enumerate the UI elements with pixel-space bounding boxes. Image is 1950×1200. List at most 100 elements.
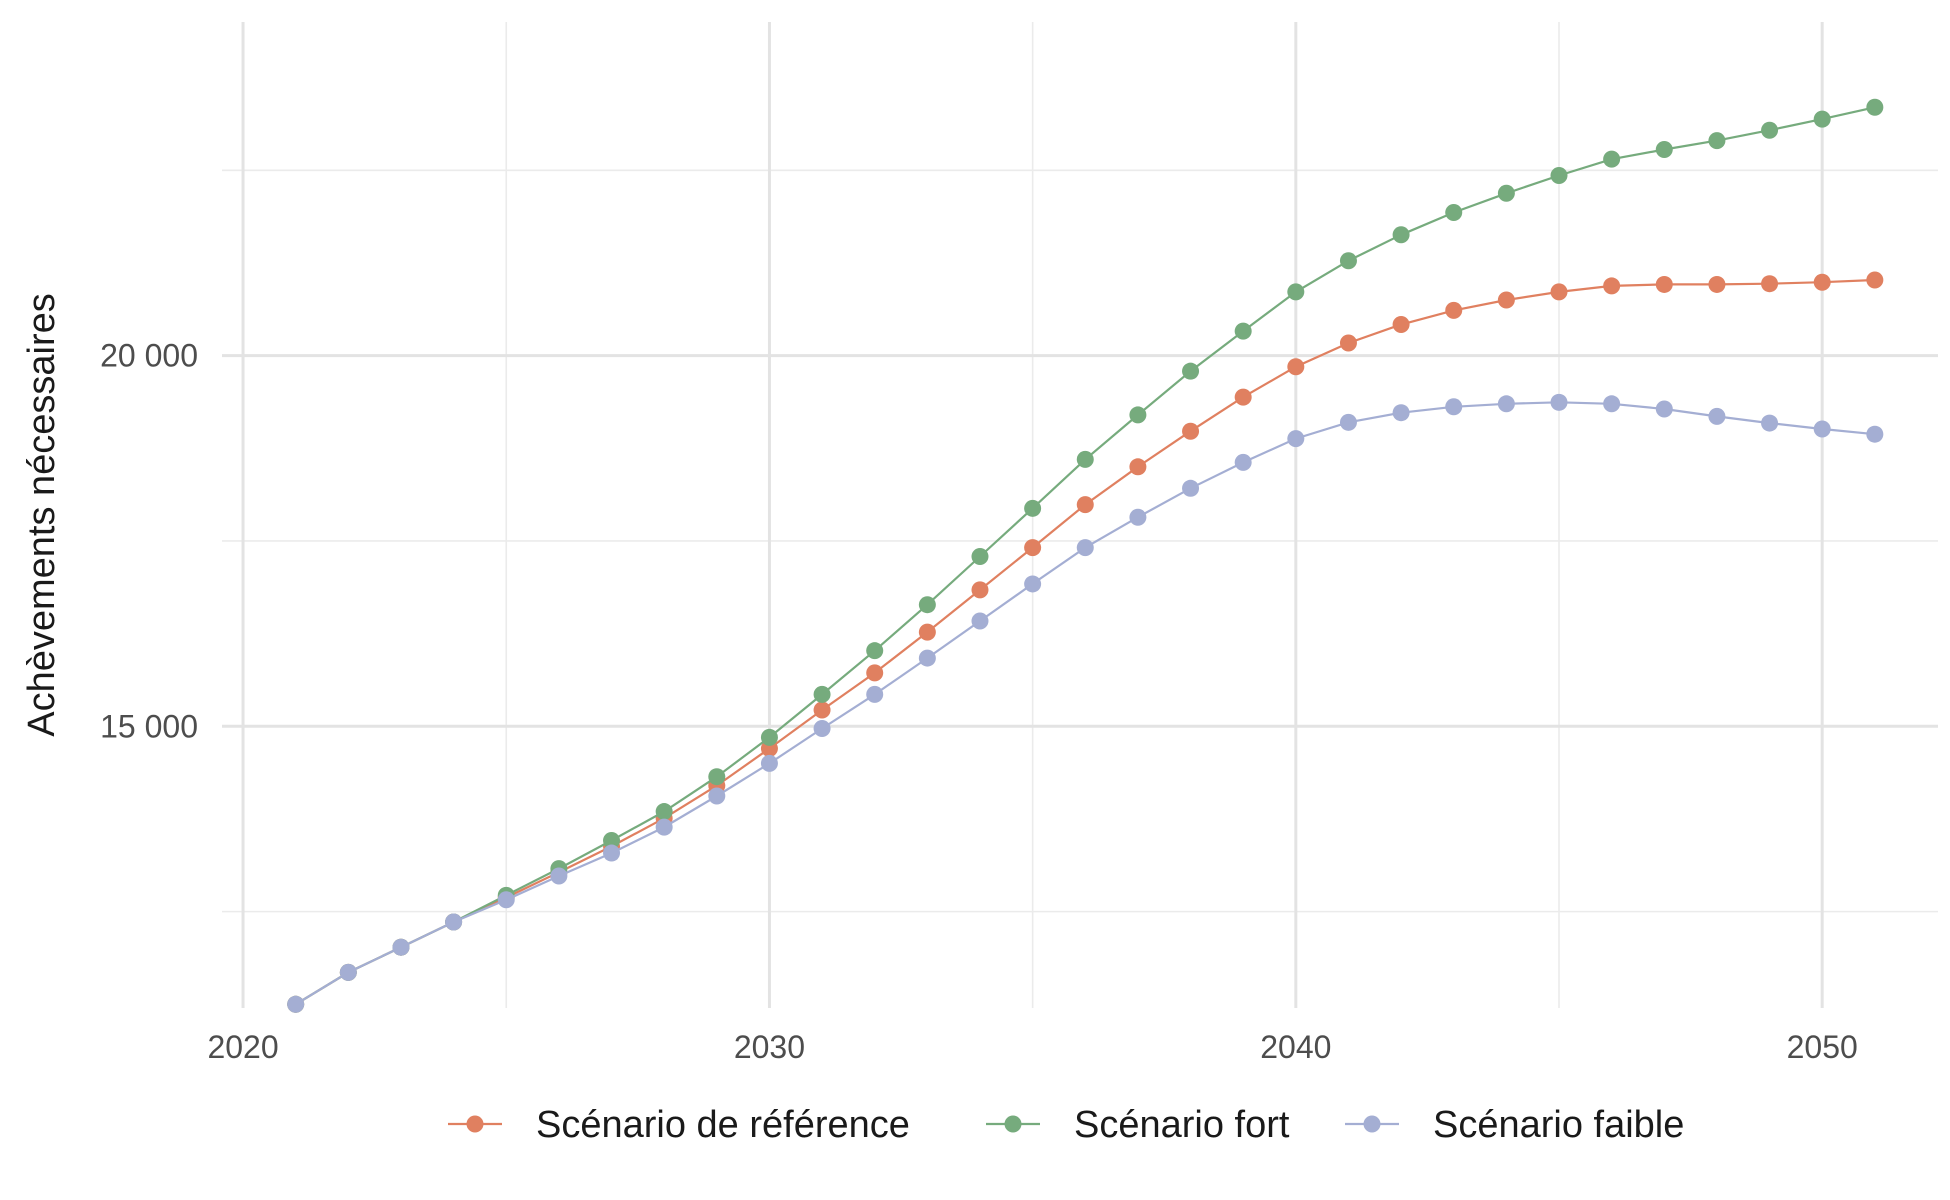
- data-point: [1550, 393, 1568, 411]
- data-point: [1234, 388, 1252, 406]
- y-axis: 15 000 20 000: [100, 338, 198, 745]
- data-point: [918, 623, 936, 641]
- legend-item: Scénario faible: [1345, 1104, 1684, 1146]
- legend-label: Scénario fort: [1074, 1104, 1290, 1146]
- data-point: [603, 831, 621, 849]
- data-point: [1761, 275, 1779, 293]
- data-point: [1813, 420, 1831, 438]
- data-point: [760, 754, 778, 772]
- data-point: [1497, 291, 1515, 309]
- data-point: [1076, 450, 1094, 468]
- data-point: [1024, 539, 1042, 557]
- data-point: [1866, 98, 1884, 116]
- data-point: [971, 612, 989, 630]
- data-point: [1550, 283, 1568, 301]
- data-point: [1024, 575, 1042, 593]
- data-point: [1445, 398, 1463, 416]
- data-point: [866, 664, 884, 682]
- x-tick-label: 2050: [1787, 1029, 1858, 1065]
- data-point: [1866, 271, 1884, 289]
- data-point: [1392, 226, 1410, 244]
- data-point: [1866, 425, 1884, 443]
- data-point: [287, 995, 305, 1013]
- data-point: [1182, 479, 1200, 497]
- data-point: [1024, 499, 1042, 517]
- data-point: [918, 649, 936, 667]
- data-point: [1182, 422, 1200, 440]
- data-point: [1339, 413, 1357, 431]
- legend-item: Scénario fort: [986, 1104, 1290, 1146]
- legend-key-point: [1363, 1115, 1381, 1133]
- x-tick-label: 2030: [734, 1029, 805, 1065]
- y-axis-title: Achèvements nécessaires: [21, 293, 63, 737]
- data-point: [760, 728, 778, 746]
- legend: Scénario de référence Scénario fort Scénar…: [448, 1104, 1684, 1146]
- data-point: [1761, 414, 1779, 432]
- data-point: [1445, 204, 1463, 222]
- data-point: [708, 787, 726, 805]
- data-point: [1761, 121, 1779, 139]
- data-point: [918, 596, 936, 614]
- data-point: [813, 720, 831, 738]
- y-tick-label: 20 000: [100, 338, 198, 374]
- data-point: [813, 685, 831, 703]
- major-gridlines: [222, 22, 1938, 1008]
- data-point: [1076, 496, 1094, 514]
- minor-gridlines: [222, 22, 1938, 1008]
- data-point: [1234, 322, 1252, 340]
- data-point: [1234, 453, 1252, 471]
- data-point: [1550, 166, 1568, 184]
- series-layer: [287, 98, 1884, 1013]
- data-point: [1287, 430, 1305, 448]
- data-point: [392, 938, 410, 956]
- data-point: [1655, 275, 1673, 293]
- data-point: [708, 768, 726, 786]
- data-point: [1708, 407, 1726, 425]
- series-line: [295, 401, 1875, 1006]
- data-point: [1497, 395, 1515, 413]
- data-point: [497, 891, 515, 909]
- data-point: [1392, 315, 1410, 333]
- data-point: [1445, 301, 1463, 319]
- data-point: [1129, 406, 1147, 424]
- data-point: [550, 867, 568, 885]
- data-point: [1655, 400, 1673, 418]
- data-point: [603, 844, 621, 862]
- legend-label: Scénario faible: [1433, 1104, 1684, 1146]
- data-point: [971, 548, 989, 566]
- y-tick-label: 15 000: [100, 708, 198, 744]
- data-point: [1813, 110, 1831, 128]
- data-point: [1076, 539, 1094, 557]
- x-tick-label: 2040: [1260, 1029, 1331, 1065]
- data-point: [1287, 358, 1305, 376]
- data-point: [866, 642, 884, 660]
- data-point: [866, 685, 884, 703]
- legend-item: Scénario de référence: [448, 1104, 910, 1146]
- data-point: [1708, 132, 1726, 150]
- data-point: [339, 963, 357, 981]
- data-point: [1655, 141, 1673, 159]
- x-tick-label: 2020: [207, 1029, 278, 1065]
- data-point: [1287, 283, 1305, 301]
- data-point: [655, 803, 673, 821]
- data-point: [1603, 395, 1621, 413]
- data-point: [1182, 362, 1200, 380]
- x-axis: 2020 2030 2040 2050: [207, 1029, 1857, 1065]
- data-point: [1392, 404, 1410, 422]
- data-point: [445, 913, 463, 931]
- data-point: [1603, 277, 1621, 295]
- data-point: [1129, 508, 1147, 526]
- legend-key-point: [466, 1115, 484, 1133]
- series-line: [295, 278, 1875, 1006]
- data-point: [1339, 334, 1357, 352]
- data-point: [813, 701, 831, 719]
- data-point: [1708, 275, 1726, 293]
- data-point: [1339, 252, 1357, 270]
- data-point: [1603, 150, 1621, 168]
- data-point: [1497, 184, 1515, 202]
- data-point: [1813, 273, 1831, 291]
- data-point: [1129, 458, 1147, 476]
- legend-label: Scénario de référence: [536, 1104, 910, 1146]
